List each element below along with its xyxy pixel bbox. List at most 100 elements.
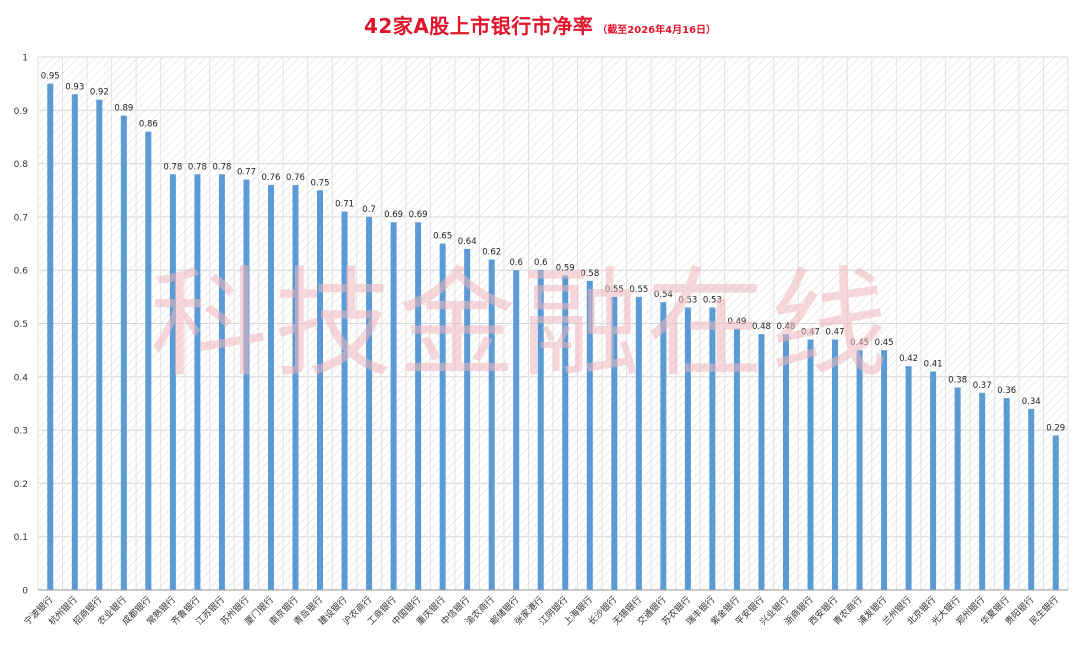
data-label: 0.41 (924, 359, 943, 369)
bar (120, 115, 127, 590)
data-label: 0.77 (237, 168, 256, 178)
y-axis-ticks: 0 0.1 0.2 0.3 0.4 0.5 0.6 0.7 0.8 0.9 1 (14, 54, 29, 597)
bar (243, 179, 250, 590)
data-label: 0.55 (629, 285, 648, 295)
data-label: 0.78 (188, 162, 207, 172)
data-label: 0.38 (948, 375, 967, 385)
bar (513, 270, 520, 590)
data-label: 0.93 (65, 82, 84, 92)
data-label: 0.45 (875, 338, 894, 348)
data-label: 0.29 (1046, 423, 1065, 433)
data-label: 0.47 (826, 327, 845, 337)
data-label: 0.7 (362, 205, 376, 215)
bar (439, 243, 446, 591)
bar (47, 83, 54, 591)
data-label: 0.34 (1022, 397, 1041, 407)
bar (341, 211, 348, 590)
bar (537, 270, 544, 590)
bar (1028, 408, 1035, 590)
y-tick-label: 0.8 (14, 160, 29, 170)
data-label: 0.49 (727, 317, 746, 327)
chart-title: 42家A股上市银行市净率 (363, 14, 594, 38)
bars (47, 83, 1059, 591)
bar (292, 184, 299, 591)
data-label: 0.48 (752, 322, 771, 332)
bar (930, 371, 937, 590)
data-label: 0.42 (899, 354, 918, 364)
bar (611, 296, 618, 590)
bar (684, 307, 691, 590)
gridlines (37, 56, 1069, 591)
data-label: 0.59 (556, 264, 575, 274)
bar (660, 302, 667, 590)
bar (832, 339, 839, 590)
data-label: 0.78 (212, 162, 231, 172)
value-labels: 0.95 0.93 0.92 0.89 0.86 0.78 0.78 0.78 0.77 0.76… (41, 72, 1065, 434)
data-label: 0.76 (262, 173, 281, 183)
data-label: 0.45 (850, 338, 869, 348)
data-label: 0.78 (163, 162, 182, 172)
data-label: 0.76 (286, 173, 305, 183)
data-label: 0.75 (311, 178, 330, 188)
bar (905, 366, 912, 590)
bar (733, 328, 740, 590)
data-label: 0.92 (90, 88, 109, 98)
bar (415, 222, 422, 591)
data-label: 0.47 (801, 327, 820, 337)
bar (562, 275, 569, 590)
bar (856, 350, 863, 590)
y-tick-label: 0.4 (14, 373, 29, 383)
bar (194, 174, 201, 590)
data-label: 0.36 (997, 386, 1016, 396)
bar (218, 174, 225, 590)
data-label: 0.64 (458, 237, 477, 247)
data-label: 0.86 (139, 120, 158, 130)
y-tick-label: 0.6 (14, 267, 29, 277)
bar (758, 334, 765, 590)
data-label: 0.53 (703, 296, 722, 306)
data-label: 0.48 (777, 322, 796, 332)
data-label: 0.53 (678, 296, 697, 306)
bar (145, 131, 152, 590)
y-tick-label: 0 (22, 587, 28, 597)
bar (390, 222, 397, 591)
bar (1003, 398, 1010, 590)
bar (635, 296, 642, 590)
bar (881, 350, 888, 590)
y-tick-label: 1 (22, 54, 28, 64)
bar (366, 216, 373, 590)
y-tick-label: 0.1 (14, 533, 28, 543)
bar (586, 280, 593, 590)
bar (709, 307, 716, 590)
y-tick-label: 0.9 (14, 107, 29, 117)
bar (71, 94, 78, 590)
bar (979, 392, 986, 590)
data-label: 0.54 (654, 290, 673, 300)
bar (96, 99, 103, 590)
bar (782, 334, 789, 590)
bar (317, 190, 324, 590)
bar (954, 387, 961, 590)
bar (464, 248, 471, 590)
data-label: 0.62 (482, 248, 501, 258)
y-tick-label: 0.5 (14, 320, 28, 330)
data-label: 0.6 (534, 258, 548, 268)
y-tick-label: 0.2 (14, 480, 28, 490)
chart-title-block: 42家A股上市银行市净率 （截至2026年4月16日） (0, 10, 1080, 39)
data-label: 0.55 (605, 285, 624, 295)
y-tick-label: 0.7 (14, 213, 28, 223)
bar (267, 184, 274, 591)
data-label: 0.6 (509, 258, 523, 268)
data-label: 0.95 (41, 72, 60, 82)
bar (1052, 435, 1059, 590)
data-label: 0.89 (114, 104, 133, 114)
bar (488, 259, 495, 590)
chart-subtitle: （截至2026年4月16日） (597, 25, 717, 36)
data-label: 0.65 (433, 232, 452, 242)
x-axis-ticks: 宁波银行杭州银行招商银行农业银行成都银行常熟银行齐鲁银行江苏银行苏州银行厦门银行… (21, 594, 1060, 628)
y-tick-label: 0.3 (14, 427, 28, 437)
data-label: 0.69 (409, 210, 428, 220)
bar (169, 174, 176, 590)
